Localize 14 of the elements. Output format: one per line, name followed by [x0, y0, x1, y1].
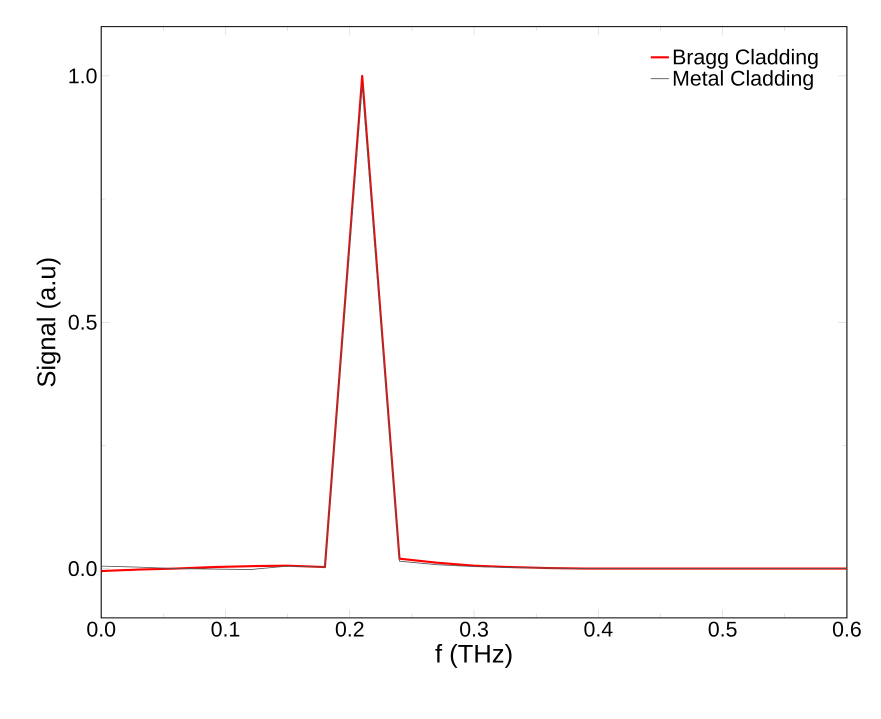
x-tick-label: 0.5: [708, 622, 737, 637]
y-axis-title: Signal (a.u): [36, 258, 61, 386]
x-tick-label: 0.4: [584, 622, 613, 637]
x-tick-label: 0.2: [336, 622, 364, 637]
y-tick-label: 1.0: [69, 68, 97, 84]
x-tick-label: 0.0: [87, 622, 116, 637]
y-tick-label: 0.5: [68, 314, 97, 330]
legend-label: Metal Cladding: [674, 70, 813, 90]
x-tick-label: 0.1: [212, 622, 240, 637]
y-tick-label: 0.0: [68, 561, 97, 576]
legend-label: Bragg Cladding: [674, 48, 818, 69]
x-tick-label: 0.3: [460, 622, 488, 637]
x-tick-label: 0.6: [832, 622, 861, 637]
x-axis-title: f (THz): [435, 644, 512, 668]
